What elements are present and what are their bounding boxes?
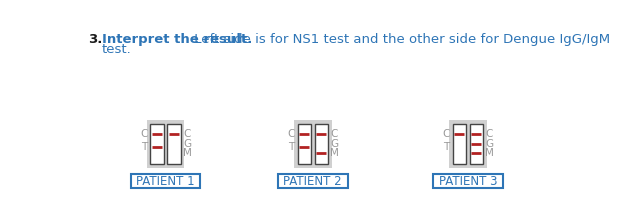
Text: 3.: 3. [88, 33, 102, 46]
Text: T: T [141, 143, 147, 152]
Text: G: G [330, 139, 338, 149]
Text: T: T [288, 143, 295, 152]
Bar [168, 124, 180, 164]
Text: C: C [442, 129, 449, 139]
Bar [315, 124, 328, 164]
Text: G: G [183, 139, 191, 149]
Text: PATIENT 3: PATIENT 3 [438, 175, 497, 188]
Text: C: C [140, 129, 147, 139]
Bar [453, 124, 466, 164]
Text: M: M [330, 148, 339, 158]
Text: PATIENT 1: PATIENT 1 [136, 175, 195, 188]
Text: C: C [287, 129, 295, 139]
Bar [294, 120, 332, 168]
Text: test.: test. [102, 43, 132, 56]
Text: M: M [183, 148, 192, 158]
Text: PATIENT 2: PATIENT 2 [283, 175, 342, 188]
Bar [298, 124, 311, 164]
Bar [470, 124, 483, 164]
Text: C: C [330, 129, 338, 139]
Bar [130, 174, 200, 188]
Bar [433, 174, 503, 188]
Bar [150, 124, 164, 164]
Bar [146, 120, 184, 168]
Text: C: C [183, 129, 190, 139]
Text: Interpret the result.: Interpret the result. [102, 33, 252, 46]
Bar [449, 120, 487, 168]
Bar [278, 174, 347, 188]
Text: C: C [485, 129, 492, 139]
Text: T: T [443, 143, 449, 152]
Text: M: M [485, 148, 494, 158]
Text: Left side is for NS1 test and the other side for Dengue IgG/IgM: Left side is for NS1 test and the other … [189, 33, 610, 46]
Text: G: G [485, 139, 493, 149]
